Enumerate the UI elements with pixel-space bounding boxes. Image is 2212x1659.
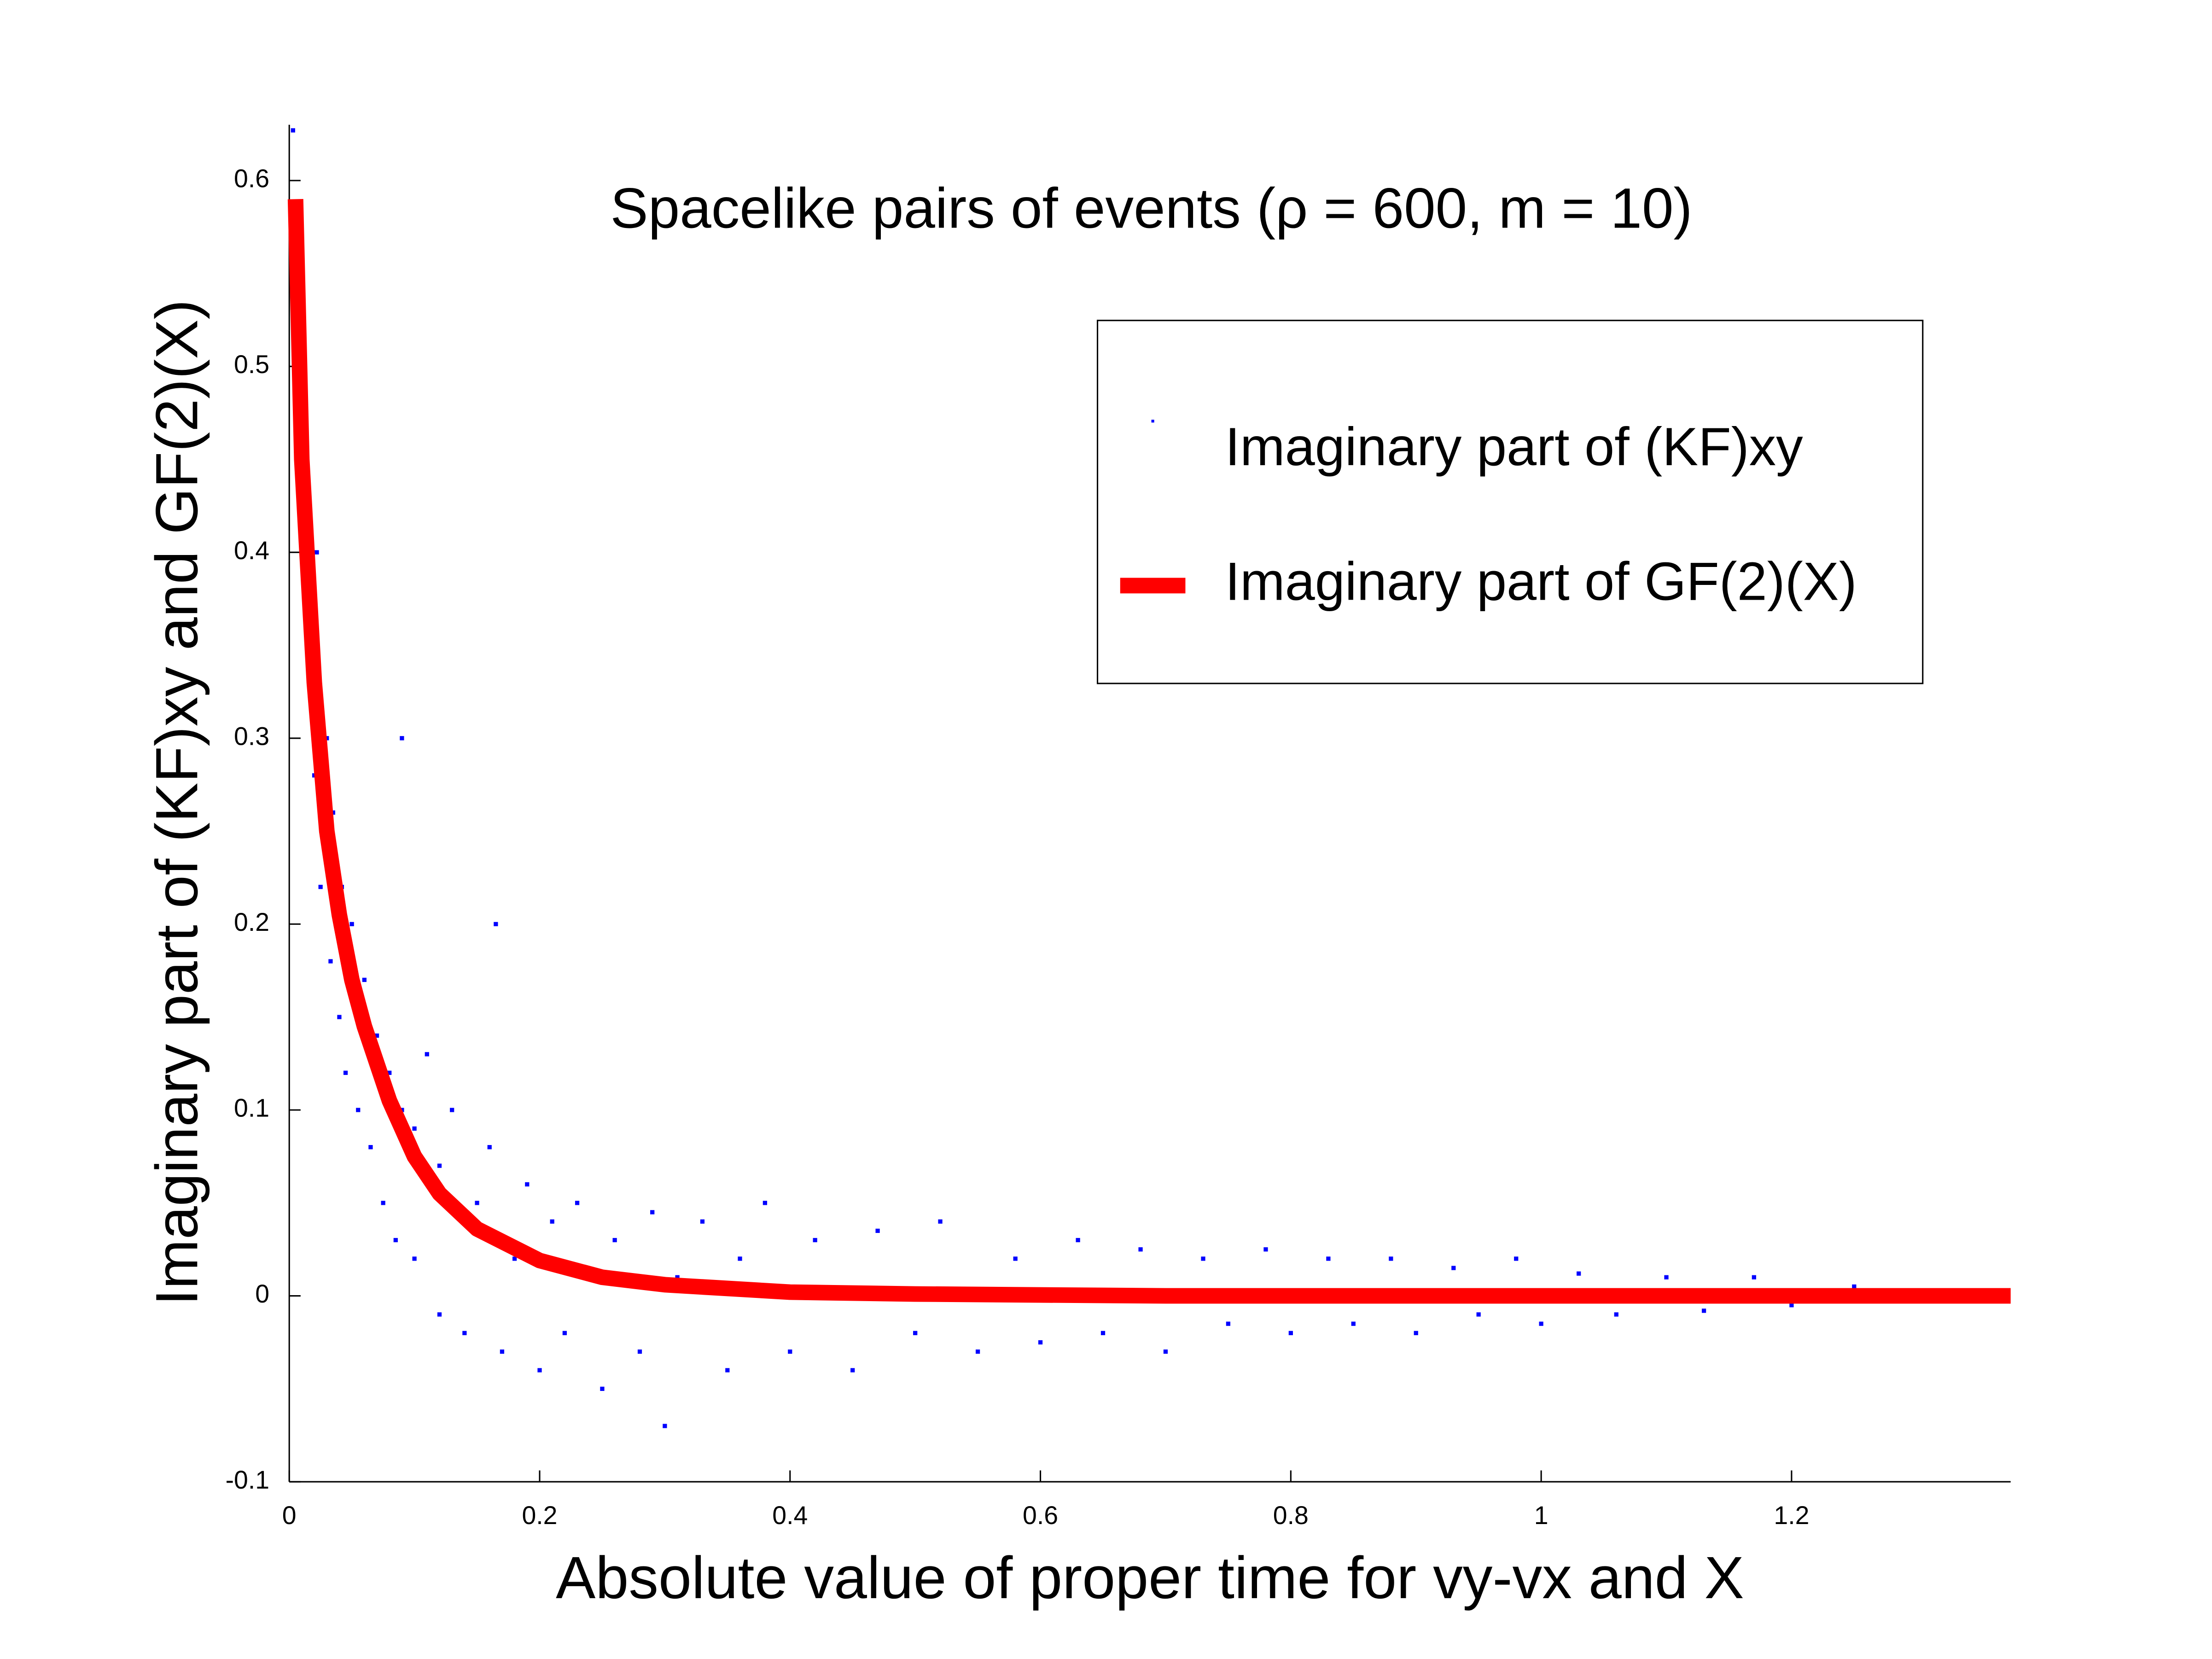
x-tick-label: 0.6 — [1023, 1501, 1058, 1530]
scatter-point — [1076, 1238, 1080, 1243]
scatter-point — [650, 1210, 655, 1215]
scatter-point — [343, 1070, 348, 1075]
scatter-point — [337, 1015, 342, 1019]
scatter-point — [788, 1349, 792, 1354]
scatter-point — [738, 1256, 742, 1261]
y-tick-label: 0.5 — [234, 350, 269, 379]
scatter-point — [763, 1201, 768, 1205]
scatter-point — [328, 959, 333, 964]
scatter-point — [1476, 1312, 1481, 1317]
scatter-point — [1514, 1256, 1519, 1261]
y-axis-label: Imaginary part of (KF)xy and GF(2)(X) — [144, 299, 210, 1305]
x-axis-label: Absolute value of proper time for vy-vx … — [556, 1545, 1744, 1611]
y-tick-label: -0.1 — [226, 1466, 269, 1494]
scatter-point — [462, 1331, 467, 1335]
legend-marker — [1151, 420, 1154, 423]
scatter-point — [1389, 1256, 1393, 1261]
x-tick-label: 0.2 — [522, 1501, 557, 1530]
scatter-point — [975, 1349, 980, 1354]
scatter-point — [512, 1256, 517, 1261]
scatter-point — [1577, 1271, 1581, 1276]
scatter-point — [850, 1368, 855, 1373]
y-tick-label: 0.4 — [234, 536, 269, 565]
scatter-point — [494, 922, 498, 927]
scatter-point — [1451, 1266, 1456, 1270]
scatter-point — [938, 1219, 943, 1224]
scatter-point — [525, 1182, 530, 1187]
scatter-point — [381, 1201, 385, 1205]
scatter-point — [1664, 1275, 1669, 1279]
scatter-point — [1326, 1256, 1331, 1261]
scatter-point — [875, 1228, 880, 1233]
y-tick-label: 0.1 — [234, 1094, 269, 1122]
scatter-point — [675, 1275, 680, 1279]
scatter-point — [1789, 1303, 1794, 1308]
scatter-point — [1263, 1247, 1268, 1252]
scatter-point — [314, 550, 319, 555]
scatter-point — [1539, 1321, 1543, 1326]
scatter-point — [1288, 1331, 1293, 1335]
scatter-point — [1752, 1275, 1756, 1279]
scatter-point — [500, 1349, 505, 1354]
scatter-point — [1038, 1340, 1043, 1345]
scatter-point — [1163, 1349, 1168, 1354]
scatter-point — [1100, 1331, 1106, 1335]
scatter-point — [362, 977, 367, 982]
scatter-point — [600, 1386, 605, 1391]
y-tick-label: 0.3 — [234, 722, 269, 750]
scatter-point — [1013, 1256, 1018, 1261]
scatter-point — [349, 922, 354, 927]
scatter-point — [1201, 1256, 1205, 1261]
scatter-point — [450, 1108, 454, 1112]
scatter-point — [1351, 1321, 1356, 1326]
scatter-point — [412, 1126, 417, 1131]
scatter-point — [1701, 1309, 1706, 1313]
scatter-point — [813, 1238, 817, 1243]
scatter-point — [550, 1219, 554, 1224]
legend-label: Imaginary part of GF(2)(X) — [1225, 551, 1857, 611]
scatter-point — [368, 1145, 373, 1150]
scatter-point — [725, 1368, 730, 1373]
scatter-point — [400, 736, 404, 741]
y-tick-label: 0.6 — [234, 164, 269, 193]
scatter-point — [437, 1312, 442, 1317]
scatter-point — [562, 1331, 567, 1335]
legend-box — [1096, 320, 1924, 684]
x-tick-label: 0.8 — [1273, 1501, 1309, 1530]
scatter-point — [475, 1201, 479, 1205]
line — [287, 199, 2011, 1304]
y-tick-label: 0.2 — [234, 908, 269, 936]
scatter-point — [425, 1052, 429, 1057]
scatter-point — [575, 1201, 580, 1205]
scatter-point — [1138, 1247, 1143, 1252]
scatter-point — [1852, 1284, 1857, 1289]
scatter-point — [374, 1033, 379, 1038]
x-tick-label: 1 — [1534, 1501, 1548, 1530]
scatter-point — [356, 1108, 361, 1112]
scatter-point — [437, 1163, 442, 1168]
scatter-point — [393, 1238, 398, 1243]
scatter-point — [412, 1256, 417, 1261]
legend-label: Imaginary part of (KF)xy — [1225, 416, 1804, 477]
scatter-point — [537, 1368, 542, 1373]
scatter-point — [291, 128, 295, 133]
scatter-point — [387, 1070, 392, 1075]
scatter-point — [487, 1145, 492, 1150]
scatter-point — [663, 1424, 667, 1428]
scatter-point — [1414, 1331, 1418, 1335]
scatter-point — [612, 1238, 617, 1243]
scatter-point — [1614, 1312, 1618, 1317]
x-tick-label: 1.2 — [1774, 1501, 1809, 1530]
scatter-point — [1226, 1321, 1231, 1326]
y-tick-label: 0 — [255, 1279, 269, 1308]
chart-title: Spacelike pairs of events (ρ = 600, m = … — [611, 177, 1693, 240]
scatter-point — [700, 1219, 705, 1224]
scatter-point — [637, 1349, 642, 1354]
x-tick-label: 0.4 — [772, 1501, 808, 1530]
x-tick-label: 0 — [282, 1501, 297, 1530]
scatter-point — [913, 1331, 918, 1335]
scatter-point — [318, 885, 323, 889]
